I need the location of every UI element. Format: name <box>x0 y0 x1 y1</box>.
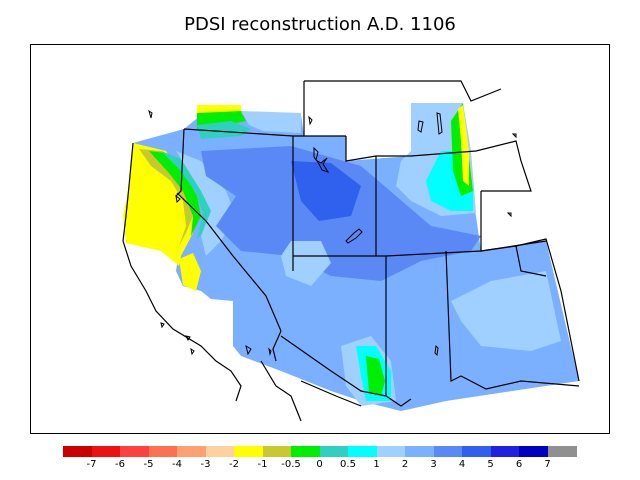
region-cyan-north <box>197 121 251 139</box>
boundary-nm-tx <box>445 250 580 390</box>
map-frame <box>30 44 610 434</box>
legend-label: -3 <box>200 459 211 470</box>
legend-swatch <box>319 446 349 457</box>
legend-label: -2 <box>229 459 239 470</box>
boundary-id-ut <box>183 128 346 137</box>
map-title: PDSI reconstruction A.D. 1106 <box>184 14 456 35</box>
lake-ca-1 <box>185 335 191 341</box>
pdsi-field <box>123 103 579 411</box>
state-boundaries <box>175 80 580 407</box>
lake-ca-2 <box>190 347 195 356</box>
lake-oahe <box>436 112 443 135</box>
region-darkblue-centre <box>291 161 361 221</box>
lake-az-1 <box>245 344 252 356</box>
region-green-south <box>366 356 385 396</box>
lake-yellowstone <box>308 115 313 126</box>
legend-swatch <box>177 446 206 457</box>
lake-fort-peck <box>417 120 424 133</box>
lake-tahoe <box>175 194 181 204</box>
region-ltblue-southeast <box>451 271 561 351</box>
legend-swatch <box>405 446 434 457</box>
legend-label: 7 <box>544 459 551 470</box>
legend-swatch <box>148 446 178 457</box>
legend-swatch <box>490 446 520 457</box>
legend-label: -0.5 <box>281 459 301 470</box>
legend-label: 0.5 <box>340 459 356 470</box>
lake-ks <box>506 212 512 218</box>
lake-powell <box>345 228 363 244</box>
legend-label: -7 <box>86 459 97 470</box>
lake-az-2 <box>268 347 272 356</box>
legend-label: 5 <box>487 459 494 470</box>
legend-swatch <box>433 446 463 457</box>
coastline <box>122 142 362 422</box>
legend-label: 1 <box>373 459 380 470</box>
legend-label: -1 <box>257 459 268 470</box>
legend-label: 4 <box>458 459 466 470</box>
legend-swatch <box>348 446 377 457</box>
lake-ok <box>511 133 517 139</box>
legend-swatch <box>234 446 263 457</box>
boundary-ca-nv <box>176 192 282 332</box>
coastline-pacific <box>122 142 242 402</box>
boundary-mexico <box>280 335 412 407</box>
coastline-gulf <box>260 360 302 422</box>
legend-label: 6 <box>515 459 523 470</box>
boundary-ok-tx <box>515 238 580 382</box>
legend-swatch <box>462 446 491 457</box>
legend-swatch <box>547 446 577 457</box>
legend-swatch <box>519 446 548 457</box>
legend-label: -4 <box>172 459 182 470</box>
lakes <box>148 109 517 357</box>
legend-swatch <box>63 446 92 457</box>
region-green-west <box>149 151 201 236</box>
lake-great-salt <box>313 146 330 173</box>
legend-label: 3 <box>430 459 437 470</box>
legend-label: 0 <box>316 459 323 470</box>
boundary-ne <box>410 140 532 192</box>
legend-swatch <box>291 446 320 457</box>
pdsi-map <box>122 80 580 422</box>
boundary-ut-co <box>345 136 411 162</box>
boundary-az-ca <box>272 330 282 362</box>
legend-swatch <box>120 446 149 457</box>
lake-nm <box>434 344 439 357</box>
legend-swatch <box>376 446 406 457</box>
color-legend <box>63 446 577 457</box>
coastline-texas <box>300 380 362 407</box>
lake-ca-3 <box>160 322 165 329</box>
region-ltblue-north <box>241 111 301 133</box>
boundary-wy-north <box>304 80 502 102</box>
legend-label: -5 <box>143 459 154 470</box>
legend-swatch <box>91 446 121 457</box>
legend-label: 2 <box>401 459 409 470</box>
region-yellow-south <box>179 253 201 291</box>
region-yellow-east <box>458 105 469 186</box>
legend-swatch <box>262 446 292 457</box>
legend-swatch <box>205 446 235 457</box>
legend-label: -6 <box>115 459 125 470</box>
lake-flathead <box>148 109 153 119</box>
